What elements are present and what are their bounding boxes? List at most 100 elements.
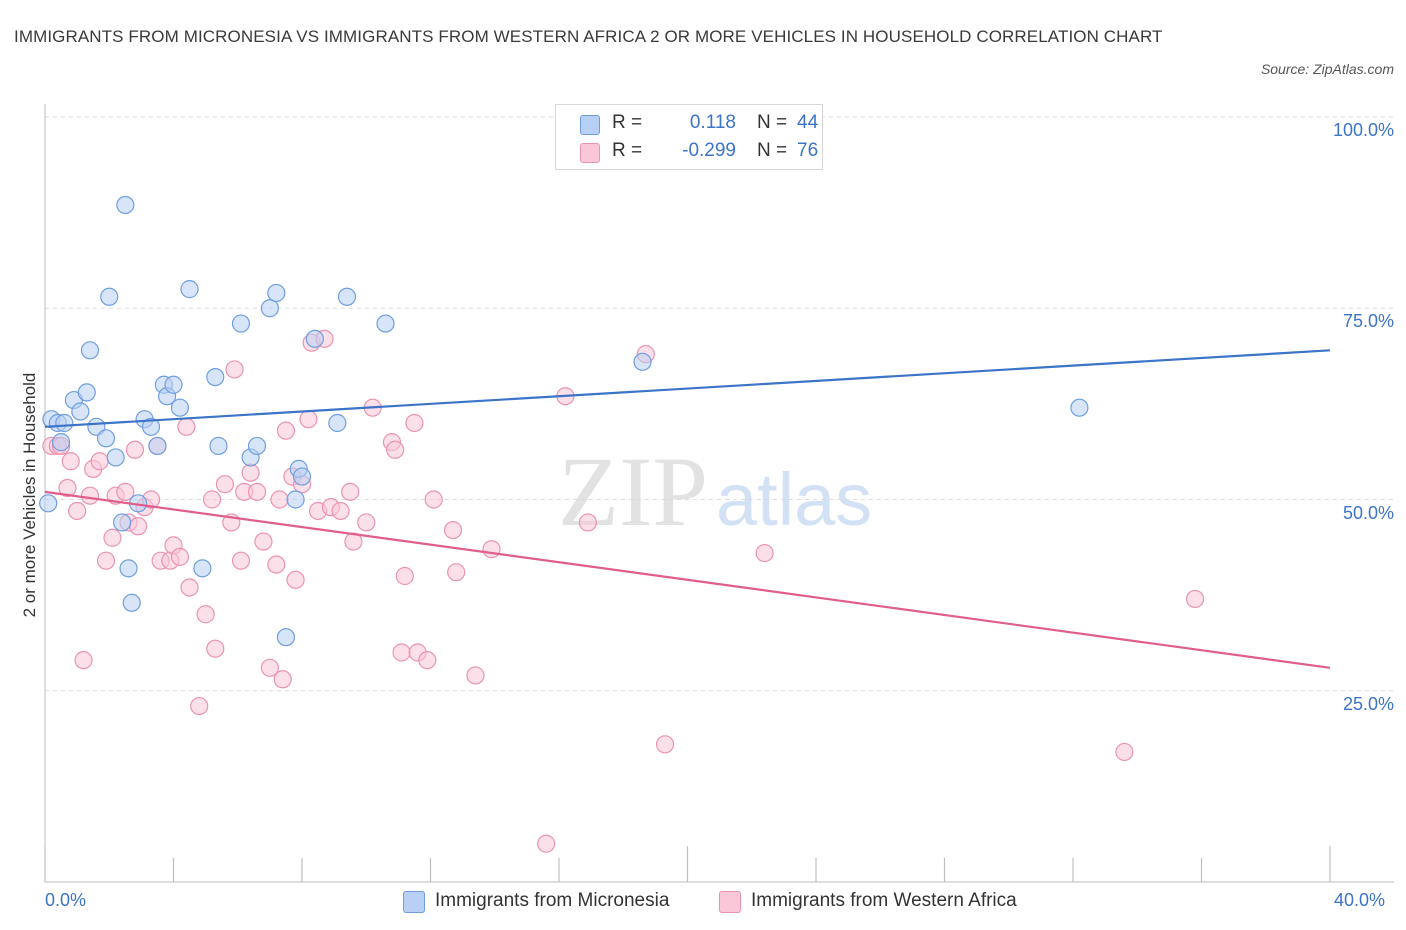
- point-western-africa: [260, 658, 279, 677]
- point-micronesia: [141, 417, 161, 436]
- legend-r-label: R =: [612, 140, 643, 161]
- point-micronesia: [231, 314, 251, 333]
- legend-n-label: N =: [757, 112, 788, 133]
- source-label: Source: ZipAtlas.com: [1260, 61, 1394, 77]
- watermark-atlas: atlas: [716, 458, 872, 541]
- point-micronesia: [193, 559, 212, 578]
- point-western-africa: [286, 570, 305, 589]
- point-western-africa: [270, 490, 289, 509]
- point-micronesia: [80, 341, 100, 360]
- point-micronesia: [164, 375, 183, 394]
- point-western-africa: [196, 605, 215, 624]
- watermark-zip: ZIP: [558, 436, 708, 547]
- point-western-africa: [755, 543, 774, 563]
- point-western-africa: [254, 532, 273, 551]
- y-tick-label: 25.0%: [1342, 693, 1394, 714]
- point-western-africa: [482, 540, 501, 559]
- point-western-africa: [386, 440, 405, 459]
- legend-n-value: 76: [797, 140, 819, 161]
- point-micronesia: [328, 413, 347, 433]
- point-western-africa: [225, 360, 244, 379]
- point-western-africa: [578, 513, 598, 532]
- point-western-africa: [215, 475, 234, 494]
- point-micronesia: [106, 448, 125, 467]
- point-micronesia: [39, 494, 58, 513]
- point-western-africa: [74, 651, 93, 670]
- point-western-africa: [170, 547, 190, 566]
- point-micronesia: [209, 436, 228, 456]
- point-western-africa: [241, 463, 260, 482]
- point-micronesia: [100, 287, 119, 306]
- point-micronesia: [51, 433, 71, 452]
- point-western-africa: [116, 482, 135, 501]
- point-micronesia: [71, 402, 90, 421]
- series-name: Immigrants from Micronesia: [435, 890, 670, 911]
- point-western-africa: [443, 520, 463, 540]
- point-western-africa: [206, 639, 225, 658]
- point-western-africa: [273, 670, 292, 689]
- trend-lines: [44, 349, 1331, 669]
- point-western-africa: [447, 563, 466, 582]
- point-western-africa: [231, 551, 251, 570]
- point-western-africa: [1185, 589, 1205, 609]
- point-western-africa: [190, 696, 209, 716]
- point-western-africa: [103, 528, 122, 547]
- x-tick-label-min: 0.0%: [45, 890, 87, 910]
- legend-swatch-blue: [580, 115, 600, 135]
- point-micronesia: [633, 352, 652, 371]
- y-tick-label: 75.0%: [1342, 311, 1394, 332]
- point-micronesia: [206, 368, 225, 387]
- point-western-africa: [341, 482, 360, 501]
- point-western-africa: [90, 452, 109, 471]
- point-micronesia: [267, 283, 286, 303]
- point-micronesia: [376, 314, 395, 333]
- data-points: [39, 195, 1205, 853]
- point-micronesia: [292, 467, 312, 486]
- point-western-africa: [466, 666, 485, 685]
- series-swatch-blue: [403, 891, 425, 913]
- point-micronesia: [247, 436, 267, 456]
- point-western-africa: [96, 551, 116, 570]
- correlation-legend: R = 0.118 N = 44 R = -0.299 N = 76: [555, 104, 823, 170]
- point-western-africa: [177, 417, 196, 436]
- point-western-africa: [392, 643, 411, 662]
- axes: [44, 104, 1394, 883]
- point-micronesia: [305, 329, 324, 348]
- point-western-africa: [129, 517, 148, 536]
- point-western-africa: [357, 513, 376, 532]
- point-western-africa: [68, 501, 87, 521]
- point-western-africa: [267, 555, 286, 574]
- point-micronesia: [170, 398, 190, 417]
- point-western-africa: [418, 651, 437, 670]
- legend-r-value: 0.118: [689, 112, 736, 133]
- legend-r-label: R =: [612, 112, 643, 133]
- point-western-africa: [61, 452, 80, 471]
- watermark: ZIP atlas: [558, 436, 872, 547]
- point-micronesia: [119, 559, 138, 578]
- point-micronesia: [286, 490, 305, 509]
- chart-title: IMMIGRANTS FROM MICRONESIA VS IMMIGRANTS…: [14, 27, 1163, 46]
- legend-swatch-pink: [580, 143, 600, 163]
- point-micronesia: [276, 628, 296, 647]
- legend-n-label: N =: [757, 140, 788, 161]
- trend-line-western-africa: [44, 490, 1331, 669]
- y-tick-label: 100.0%: [1332, 120, 1394, 140]
- point-micronesia: [1070, 398, 1089, 417]
- point-western-africa: [405, 413, 424, 433]
- point-western-africa: [202, 490, 222, 509]
- legend-r-value: -0.299: [682, 140, 736, 161]
- point-western-africa: [424, 490, 443, 509]
- point-western-africa: [655, 735, 675, 754]
- point-western-africa: [80, 486, 100, 505]
- point-western-africa: [537, 834, 556, 853]
- point-micronesia: [122, 593, 141, 612]
- point-micronesia: [180, 280, 199, 299]
- point-micronesia: [112, 513, 132, 532]
- point-micronesia: [55, 413, 74, 433]
- point-micronesia: [148, 436, 167, 456]
- point-micronesia: [116, 195, 135, 215]
- point-micronesia: [77, 383, 96, 402]
- series-swatch-pink: [719, 891, 741, 913]
- point-western-africa: [299, 410, 318, 429]
